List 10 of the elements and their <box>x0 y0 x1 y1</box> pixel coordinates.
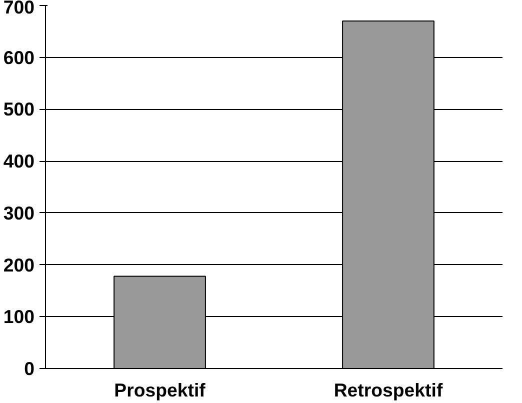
y-tick-label: 500 <box>3 98 35 120</box>
x-tick-label: Retrospektif <box>334 380 444 400</box>
y-tick-label: 700 <box>3 0 35 18</box>
y-tick-label: 300 <box>3 202 35 224</box>
y-tick-label: 0 <box>24 358 35 379</box>
y-tick-label: 600 <box>3 46 35 68</box>
x-tick-label: Prospektif <box>114 380 206 400</box>
y-tick-label: 100 <box>3 306 35 328</box>
y-tick-label: 400 <box>3 150 35 172</box>
y-tick-label: 200 <box>3 254 35 276</box>
